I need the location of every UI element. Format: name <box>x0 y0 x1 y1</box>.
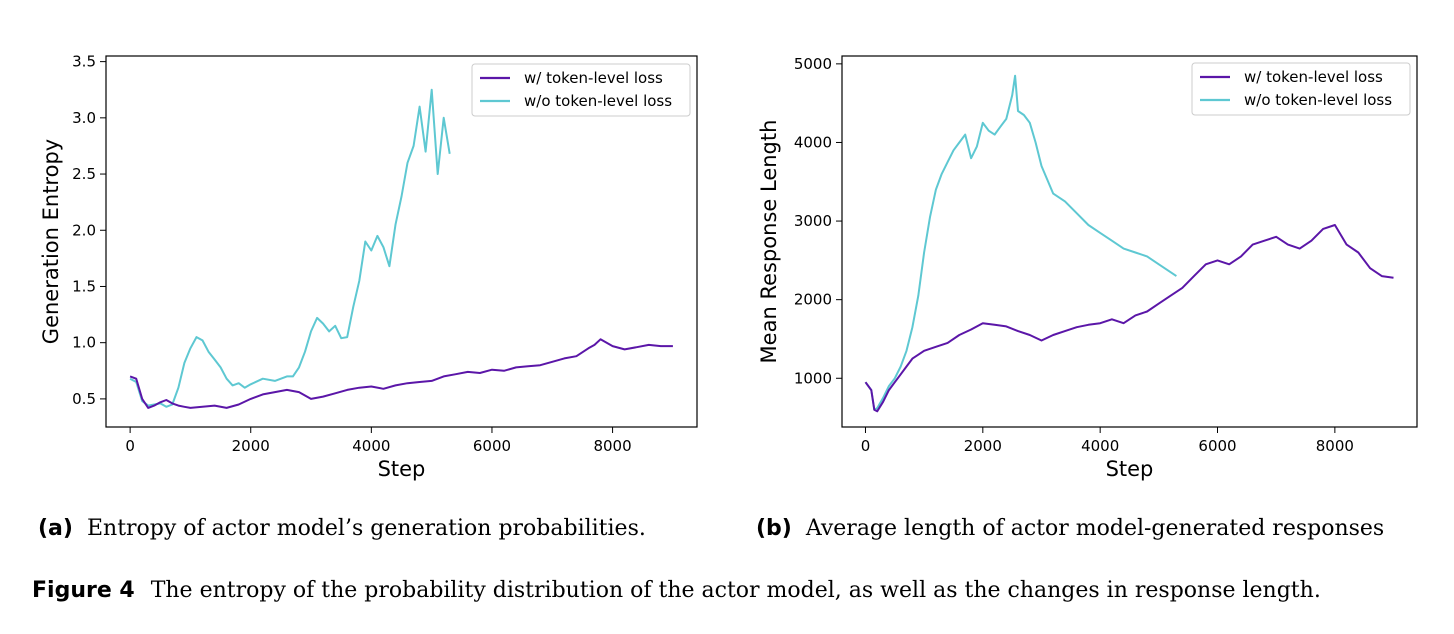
chart-a-series-line-without-token-level-loss <box>129 88 451 408</box>
chart-b-series-line-with-token-level-loss <box>864 224 1394 413</box>
chart-a-y-tick-label: 3.5 <box>72 53 96 71</box>
chart-a-y-tick-label: 1.0 <box>72 334 96 352</box>
chart-b-y-tick-label: 1000 <box>794 369 832 387</box>
chart-a-y-tick-label: 2.0 <box>72 221 96 239</box>
chart-b-legend-label: w/o token-level loss <box>1244 91 1392 109</box>
chart-a-y-tick-label: 0.5 <box>72 390 96 408</box>
chart-b-y-tick-label: 3000 <box>794 212 832 230</box>
chart-b-axes-frame <box>841 55 1418 428</box>
subcaption-b-text: Average length of actor model-generated … <box>805 516 1385 541</box>
chart-a-x-tick-label: 6000 <box>473 437 511 455</box>
chart-a-axes-frame <box>105 55 698 428</box>
chart-a-y-axis-label: Generation Entropy <box>39 139 63 344</box>
chart-a-series-line-with-token-level-loss <box>129 338 673 409</box>
chart-a-y-tick-label: 2.5 <box>72 165 96 183</box>
subcaption-a-tag: (a) <box>38 516 73 541</box>
chart-b-x-tick-label: 6000 <box>1198 437 1236 455</box>
subcaption-b-tag: (b) <box>756 516 792 541</box>
chart-b-y-tick-label: 5000 <box>794 55 832 73</box>
chart-a-x-tick-label: 4000 <box>352 437 390 455</box>
chart-b-x-tick-label: 8000 <box>1316 437 1354 455</box>
chart-a-x-tick-label: 8000 <box>593 437 631 455</box>
chart-b-x-tick-label: 2000 <box>964 437 1002 455</box>
chart-b-series-line-without-token-level-loss <box>864 74 1177 411</box>
chart-b-x-tick-label: 0 <box>861 437 871 455</box>
chart-b-y-axis-label: Mean Response Length <box>757 120 781 364</box>
figure-caption-text: The entropy of the probability distribut… <box>150 578 1321 603</box>
chart-a-legend-label: w/o token-level loss <box>524 92 672 110</box>
chart-b-x-axis-label: Step <box>1106 457 1154 481</box>
chart-b-y-tick-label: 4000 <box>794 133 832 151</box>
chart-a-x-axis-label: Step <box>378 457 426 481</box>
subcaption-a: (a) Entropy of actor model’s generation p… <box>38 515 646 542</box>
chart-a-legend-label: w/ token-level loss <box>524 69 663 87</box>
chart-b-y-tick-label: 2000 <box>794 291 832 309</box>
chart-a-y-tick-label: 1.5 <box>72 277 96 295</box>
figure-caption: Figure 4 The entropy of the probability d… <box>32 578 1321 603</box>
subcaption-a-text: Entropy of actor model’s generation prob… <box>86 516 646 541</box>
chart-a: 0 2000 4000 6000 8000 0.5 1.0 1.5 2.0 2.5 3.0 3.5 St… <box>39 53 698 481</box>
chart-b-legend-label: w/ token-level loss <box>1244 68 1383 86</box>
chart-a-legend: w/ token-level loss w/o token-level loss <box>471 63 691 117</box>
chart-b-legend: w/ token-level loss w/o token-level loss <box>1191 62 1411 116</box>
chart-a-legend-box <box>471 63 691 117</box>
chart-b-legend-box <box>1191 62 1411 116</box>
subcaption-b: (b) Average length of actor model-generat… <box>756 515 1384 542</box>
figure-caption-tag: Figure 4 <box>32 578 135 603</box>
chart-a-y-tick-label: 3.0 <box>72 109 96 127</box>
chart-b: 0 2000 4000 6000 8000 1000 2000 3000 4000 5000 Ste… <box>757 55 1418 481</box>
chart-b-x-tick-label: 4000 <box>1081 437 1119 455</box>
chart-a-x-tick-label: 2000 <box>232 437 270 455</box>
chart-a-x-tick-label: 0 <box>125 437 135 455</box>
